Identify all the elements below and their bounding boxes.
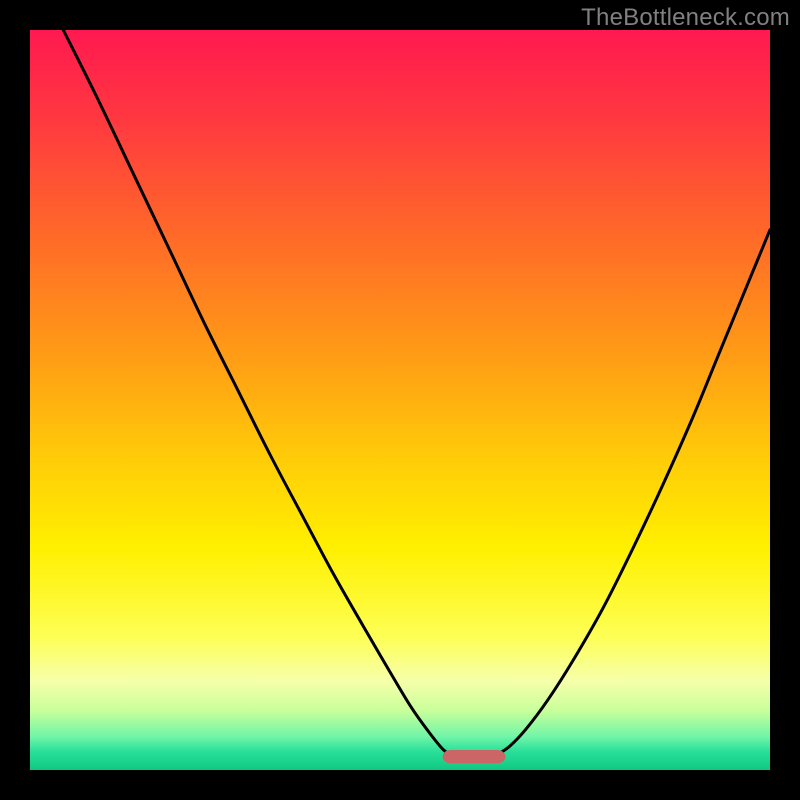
canvas: TheBottleneck.com xyxy=(0,0,800,800)
plot-background xyxy=(30,30,770,770)
optimal-marker xyxy=(443,750,506,763)
bottleneck-chart xyxy=(0,0,800,800)
watermark-text: TheBottleneck.com xyxy=(581,4,790,32)
